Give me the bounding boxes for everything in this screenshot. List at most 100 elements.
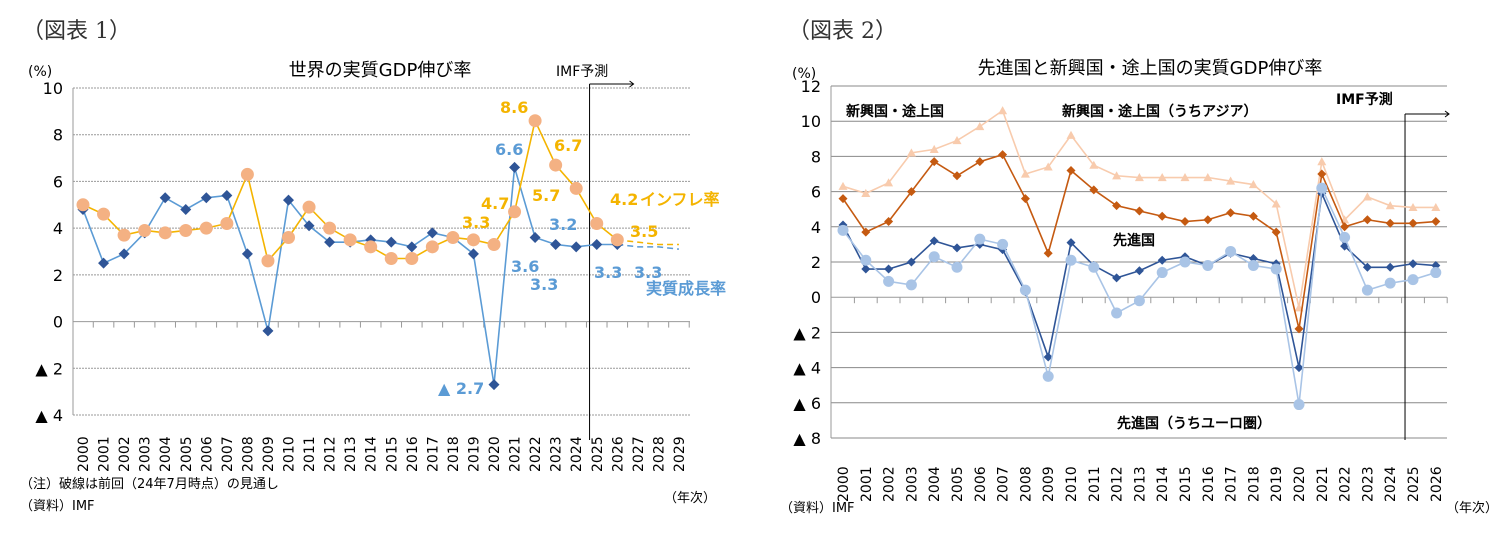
x-tick-label: 2014 <box>364 436 380 472</box>
data-point <box>118 248 130 260</box>
chart1-figure-label: （図表 1） <box>22 19 131 44</box>
data-point <box>1317 169 1327 179</box>
x-tick-label: 2003 <box>904 466 920 502</box>
data-point <box>1408 202 1418 212</box>
data-point <box>1134 206 1144 216</box>
y-tick-label: ▲ 4 <box>793 359 821 378</box>
x-tick-label: 2002 <box>117 436 133 472</box>
data-point <box>1385 218 1395 228</box>
data-point <box>1066 130 1076 139</box>
infl-label-2025: 4.2 <box>610 190 638 209</box>
data-point <box>1384 277 1396 289</box>
x-tick-label: 2005 <box>179 436 195 472</box>
data-point <box>303 220 315 232</box>
data-point <box>384 252 398 266</box>
x-tick-label: 2009 <box>261 436 277 472</box>
data-point <box>1112 201 1122 211</box>
data-point <box>405 252 419 266</box>
data-point <box>906 148 916 157</box>
x-tick-label: 2012 <box>1110 466 1126 502</box>
data-point <box>1066 165 1076 175</box>
data-point <box>929 157 939 167</box>
x-tick-label: 2018 <box>446 436 462 472</box>
chart2-forecast-label: IMF予測 <box>1336 91 1393 108</box>
y-tick-label: 2 <box>811 253 821 272</box>
data-point <box>1271 227 1281 237</box>
data-point <box>1156 267 1168 279</box>
x-tick-label: 2011 <box>302 436 318 472</box>
data-point <box>179 223 193 237</box>
data-point <box>1043 248 1053 258</box>
data-point <box>1088 261 1100 273</box>
x-tick-label: 2008 <box>1018 466 1034 502</box>
data-point <box>861 264 871 274</box>
previous-forecast-line <box>617 243 680 250</box>
data-point <box>929 236 939 246</box>
x-tick-label: 2027 <box>631 436 647 472</box>
chart2-ylabel: (%) <box>792 66 816 82</box>
gdp-label-2025: 3.3 <box>594 263 622 282</box>
chart1-note: （注）破線は前回（24年7月時点）の見通し <box>20 476 279 492</box>
data-point <box>1316 182 1328 194</box>
data-point <box>929 144 939 153</box>
data-point <box>509 161 521 173</box>
data-point <box>98 257 110 269</box>
x-tick-label: 2025 <box>1406 466 1422 502</box>
x-tick-label: 2020 <box>1292 466 1308 502</box>
data-point <box>508 205 522 219</box>
x-tick-label: 2001 <box>859 466 875 502</box>
data-point <box>1226 176 1236 185</box>
data-point <box>1089 160 1099 169</box>
x-tick-label: 2017 <box>1224 466 1240 502</box>
data-point <box>241 248 253 260</box>
data-point <box>1248 180 1258 189</box>
data-point <box>1043 352 1053 362</box>
data-point <box>1407 274 1419 286</box>
x-tick-label: 2023 <box>549 436 565 472</box>
data-point <box>591 238 603 250</box>
chart1-forecast-label: IMF予測 <box>556 64 608 80</box>
data-point <box>861 227 871 237</box>
data-point <box>1408 218 1418 228</box>
x-tick-label: 2023 <box>1360 466 1376 502</box>
data-point <box>117 228 131 242</box>
data-point <box>261 254 275 268</box>
data-point <box>590 216 604 230</box>
data-point <box>570 241 582 253</box>
data-point <box>1179 256 1191 268</box>
x-tick-label: 2010 <box>1064 466 1080 502</box>
infl-label-2020: 3.3 <box>462 213 490 232</box>
x-tick-label: 2021 <box>508 436 524 472</box>
data-point <box>1133 295 1145 307</box>
x-tick-label: 2028 <box>651 436 667 472</box>
data-point <box>906 187 916 197</box>
data-point <box>1111 307 1123 319</box>
chart1-xlabel: （年次） <box>664 490 716 506</box>
data-point <box>1203 173 1213 182</box>
x-tick-label: 2014 <box>1155 466 1171 502</box>
x-tick-label: 2011 <box>1087 466 1103 502</box>
y-tick-label: 4 <box>53 219 63 238</box>
data-point <box>487 237 501 251</box>
chart2-xlabel: （年次） <box>1446 500 1498 516</box>
data-point <box>905 279 917 291</box>
x-tick-label: 2015 <box>1178 466 1194 502</box>
infl-label-2024: 5.7 <box>532 186 560 205</box>
data-point <box>1317 157 1327 166</box>
x-tick-label: 2024 <box>569 436 585 472</box>
y-tick-label: 0 <box>53 313 63 332</box>
data-point <box>1020 194 1030 204</box>
x-tick-label: 2004 <box>158 436 174 472</box>
data-point <box>1294 363 1304 373</box>
x-tick-label: 2013 <box>1132 466 1148 502</box>
chart1-source: （資料）IMF <box>20 499 95 514</box>
data-point <box>1157 211 1167 221</box>
chart1-ylabel: (%) <box>28 64 52 80</box>
em-asia-series-label: 新興国・途上国（うちアジア） <box>1062 103 1257 120</box>
data-point <box>1362 215 1372 225</box>
data-point <box>928 251 940 263</box>
x-tick-label: 2010 <box>282 436 298 472</box>
gdp-label-2024: 3.2 <box>549 215 577 234</box>
